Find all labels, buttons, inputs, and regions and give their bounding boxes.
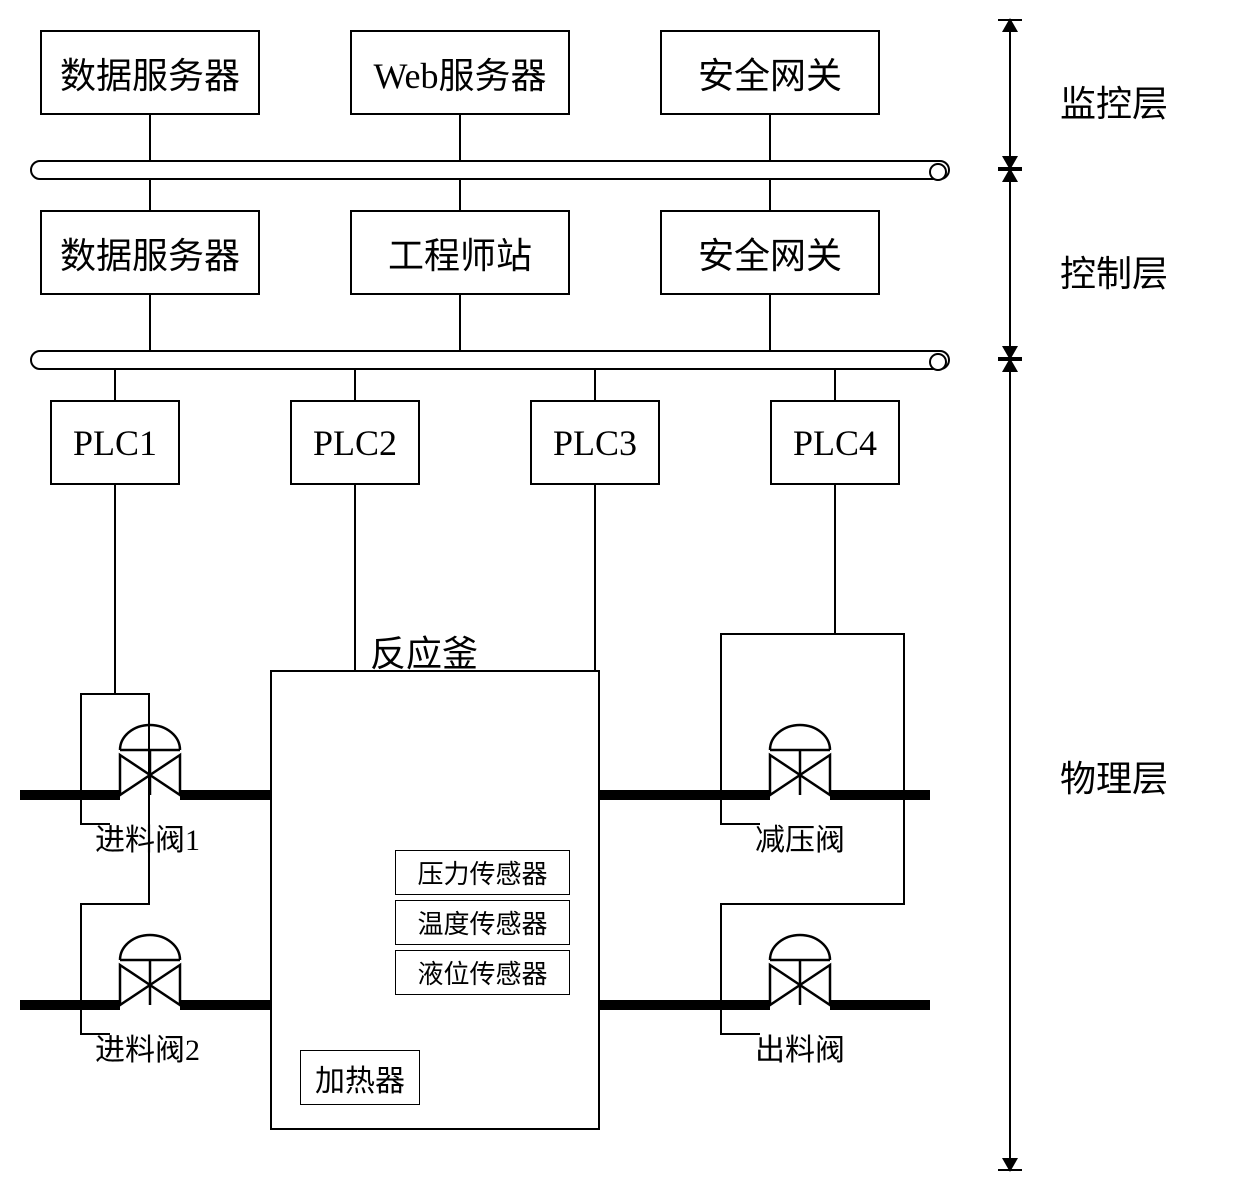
bus-1 [30, 160, 950, 180]
text: 反应釜 [370, 634, 478, 674]
text: 进料阀1 [95, 824, 200, 857]
pipe [830, 1000, 930, 1010]
plc-4: PLC4 [770, 400, 900, 485]
box-label: Web服务器 [373, 47, 546, 99]
layer-2-bracket [990, 168, 1030, 360]
text: 进料阀2 [95, 1034, 200, 1067]
text: 压力传感器 [417, 854, 547, 891]
text: 液位传感器 [417, 954, 547, 991]
connector [114, 485, 116, 695]
connector [354, 370, 356, 400]
connector [769, 180, 771, 210]
feed-valve-1-label: 进料阀1 [95, 815, 200, 859]
level-sensor: 液位传感器 [395, 950, 570, 995]
text: 监控层 [1060, 84, 1168, 124]
box-gateway-2: 安全网关 [660, 210, 880, 295]
connector [720, 903, 722, 1033]
text: 物理层 [1060, 759, 1168, 799]
connector [149, 115, 151, 165]
pipe [830, 790, 930, 800]
box-label: 数据服务器 [60, 47, 240, 99]
plc-2: PLC2 [290, 400, 420, 485]
text: 出料阀 [755, 1034, 845, 1067]
outlet-valve-label: 出料阀 [755, 1025, 845, 1069]
connector [834, 370, 836, 400]
text: 减压阀 [755, 824, 845, 857]
connector [459, 115, 461, 165]
connector [720, 633, 905, 635]
feed-valve-1-icon [110, 720, 190, 810]
relief-valve-label: 减压阀 [755, 815, 845, 859]
layer-1-bracket [990, 18, 1030, 170]
layer-3-bracket [990, 358, 1030, 1172]
box-label: 安全网关 [698, 227, 842, 279]
connector [80, 903, 82, 1033]
box-data-server-1: 数据服务器 [40, 30, 260, 115]
box-label: PLC1 [73, 422, 157, 464]
connector [80, 693, 82, 823]
temperature-sensor: 温度传感器 [395, 900, 570, 945]
connector [720, 1033, 760, 1035]
relief-valve-icon [760, 720, 840, 810]
heater: 加热器 [300, 1050, 420, 1105]
feed-valve-2-icon [110, 930, 190, 1020]
connector [720, 903, 905, 905]
layer-3-label: 物理层 [1060, 750, 1168, 802]
box-engineer-station: 工程师站 [350, 210, 570, 295]
diagram-canvas: 数据服务器 Web服务器 安全网关 数据服务器 工程师站 安全网关 PLC1 P… [0, 0, 1240, 1189]
text: 温度传感器 [417, 904, 547, 941]
box-label: 工程师站 [388, 227, 532, 279]
connector [594, 370, 596, 400]
connector [459, 180, 461, 210]
pipe [20, 1000, 120, 1010]
feed-valve-2-label: 进料阀2 [95, 1025, 200, 1069]
connector [903, 633, 905, 905]
connector [80, 903, 150, 905]
box-web-server: Web服务器 [350, 30, 570, 115]
connector [149, 295, 151, 355]
connector [769, 115, 771, 165]
connector [834, 485, 836, 635]
bus-2 [30, 350, 950, 370]
layer-1-label: 监控层 [1060, 75, 1168, 127]
connector [720, 823, 760, 825]
box-label: 安全网关 [698, 47, 842, 99]
plc-3: PLC3 [530, 400, 660, 485]
pipe [20, 790, 120, 800]
box-label: PLC2 [313, 422, 397, 464]
reactor-title: 反应釜 [370, 625, 478, 677]
connector [149, 180, 151, 210]
pipe [180, 1000, 270, 1010]
connector [114, 370, 116, 400]
pipe [180, 790, 270, 800]
box-data-server-2: 数据服务器 [40, 210, 260, 295]
box-label: PLC3 [553, 422, 637, 464]
pipe [600, 1000, 770, 1010]
text: 加热器 [315, 1056, 405, 1100]
text: 控制层 [1060, 254, 1168, 294]
connector [769, 295, 771, 355]
outlet-valve-icon [760, 930, 840, 1020]
plc-1: PLC1 [50, 400, 180, 485]
box-label: 数据服务器 [60, 227, 240, 279]
connector [459, 295, 461, 355]
connector [80, 693, 150, 695]
pressure-sensor: 压力传感器 [395, 850, 570, 895]
layer-2-label: 控制层 [1060, 245, 1168, 297]
box-gateway-1: 安全网关 [660, 30, 880, 115]
box-label: PLC4 [793, 422, 877, 464]
pipe [600, 790, 770, 800]
